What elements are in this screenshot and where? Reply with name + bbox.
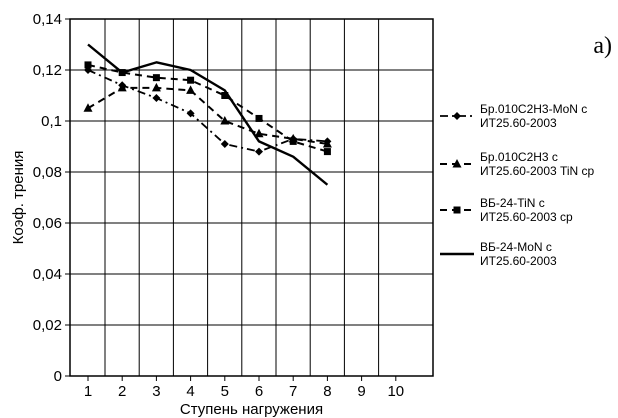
series-3-point: [289, 137, 297, 145]
y-tick-label: 0,14: [33, 11, 62, 28]
series-3-point: [255, 114, 263, 122]
y-axis-label: Коэф. трения: [10, 151, 27, 245]
legend-swatch-marker: [452, 159, 462, 168]
legend-label: ИТ25.60-2003: [480, 254, 557, 268]
series-2-point: [220, 116, 230, 125]
x-axis-label: Ступень нагружения: [180, 401, 323, 418]
series-2-point: [254, 128, 264, 138]
series-line-3: [87, 63, 328, 153]
y-tick-label: 0,06: [33, 215, 62, 232]
y-tick-label: 0: [54, 368, 62, 385]
series-2-point: [186, 85, 196, 94]
legend-label: Бр.010С2Н3-MoN с: [480, 102, 587, 116]
x-tick-label: 5: [221, 383, 229, 400]
x-tick-label: 1: [84, 383, 92, 400]
series-1-point: [152, 94, 161, 103]
series-2-point: [83, 103, 93, 112]
legend-label: ИТ25.60-2003: [480, 116, 557, 130]
series-1-point: [255, 147, 263, 156]
x-tick-label: 7: [289, 383, 297, 400]
plot-area: [70, 19, 433, 376]
series-1-point: [186, 109, 195, 118]
y-tick-label: 0,04: [33, 266, 62, 283]
series-3-point: [84, 61, 92, 69]
series-line-1: [87, 69, 328, 153]
legend-label: Бр.010С2Н3 с: [480, 150, 558, 164]
y-tick-label: 0,08: [33, 164, 62, 181]
x-tick-label: 4: [186, 383, 194, 400]
x-tick-label: 8: [323, 383, 331, 400]
series-2-point: [151, 82, 161, 92]
y-tick-label: 0,12: [33, 62, 62, 79]
x-tick-label: 2: [118, 383, 126, 400]
legend-label: ВБ-24-TiN с: [480, 196, 545, 210]
y-tick-label: 0,02: [33, 317, 62, 334]
legend-swatch-marker: [453, 112, 461, 120]
plot-frame: [69, 18, 434, 377]
legend-label: ИТ25.60-2003 TiN ср: [480, 164, 595, 178]
series-2-point: [322, 138, 332, 148]
series-3-point: [187, 76, 195, 84]
series-3-point: [323, 148, 331, 156]
x-tick-label: 3: [152, 383, 160, 400]
y-tick-label: 0,1: [41, 113, 62, 130]
legend-label: ВБ-24-MoN с: [480, 240, 552, 254]
series-2-point: [117, 82, 127, 92]
series-3-point: [152, 74, 160, 82]
series-line-4: [87, 43, 329, 186]
x-tick-label: 9: [357, 383, 365, 400]
legend-label: ИТ25.60-2003 ср: [480, 210, 573, 224]
series-1-point: [220, 139, 229, 148]
x-tick-label: 6: [255, 383, 263, 400]
series-3-point: [221, 92, 229, 99]
x-tick-label: 10: [387, 383, 404, 400]
panel-label: a): [593, 33, 612, 59]
legend-swatch-marker: [453, 206, 461, 214]
